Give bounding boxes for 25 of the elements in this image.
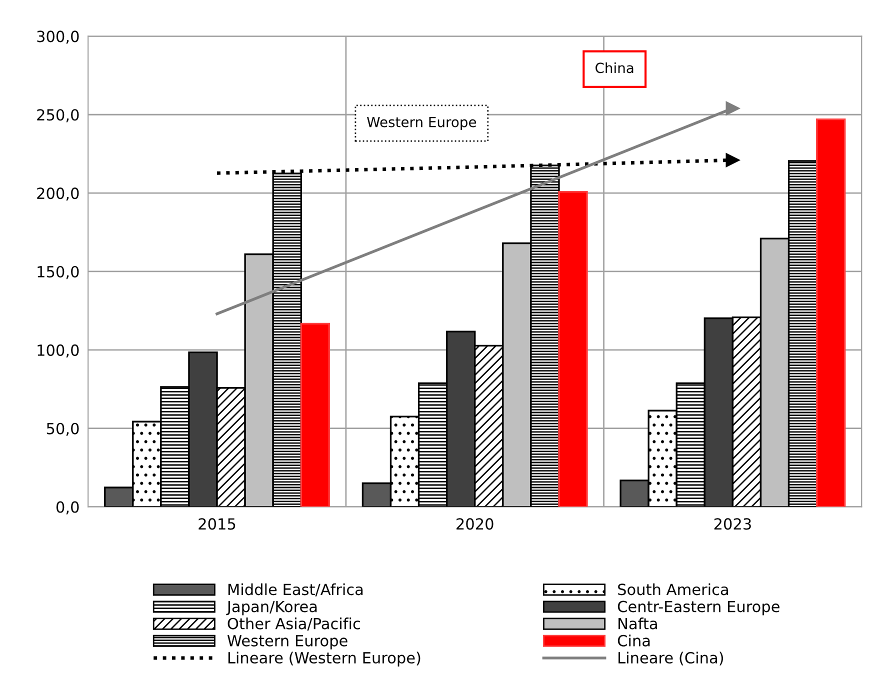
y-tick-label: 300,0: [37, 30, 79, 44]
x-tick-label: 2023: [714, 518, 751, 530]
legend-label: Centr-Eastern Europe: [618, 600, 780, 616]
legend-label: Cina: [618, 634, 650, 646]
legend-label: South America: [618, 583, 728, 596]
bar: [558, 190, 588, 507]
legend-label: Western Europe: [227, 635, 348, 650]
annotation: Western Europe: [367, 116, 476, 130]
x-tick-label: 2020: [456, 518, 494, 530]
y-tick-label: 200,0: [37, 188, 79, 201]
legend-label: Lineare (Cina): [618, 652, 724, 666]
bar: [816, 118, 846, 507]
x-tick-label: 2015: [198, 518, 236, 530]
y-tick-label: 0,0: [56, 501, 79, 514]
y-tick-label: 150,0: [38, 266, 79, 280]
legend-label: Middle East/Africa: [228, 583, 363, 596]
legend-label: Lineare (Western Europe): [228, 652, 420, 666]
bar: [300, 322, 330, 507]
annotation: China: [596, 62, 634, 74]
y-tick-label: 250,0: [37, 109, 79, 122]
legend-label: Japan/Korea: [226, 600, 317, 616]
legend-label: Nafta: [618, 618, 657, 630]
y-tick-label: 100,0: [38, 344, 79, 358]
legend-label: Other Asia/Pacific: [228, 618, 360, 631]
y-tick-label: 50,0: [46, 422, 79, 436]
